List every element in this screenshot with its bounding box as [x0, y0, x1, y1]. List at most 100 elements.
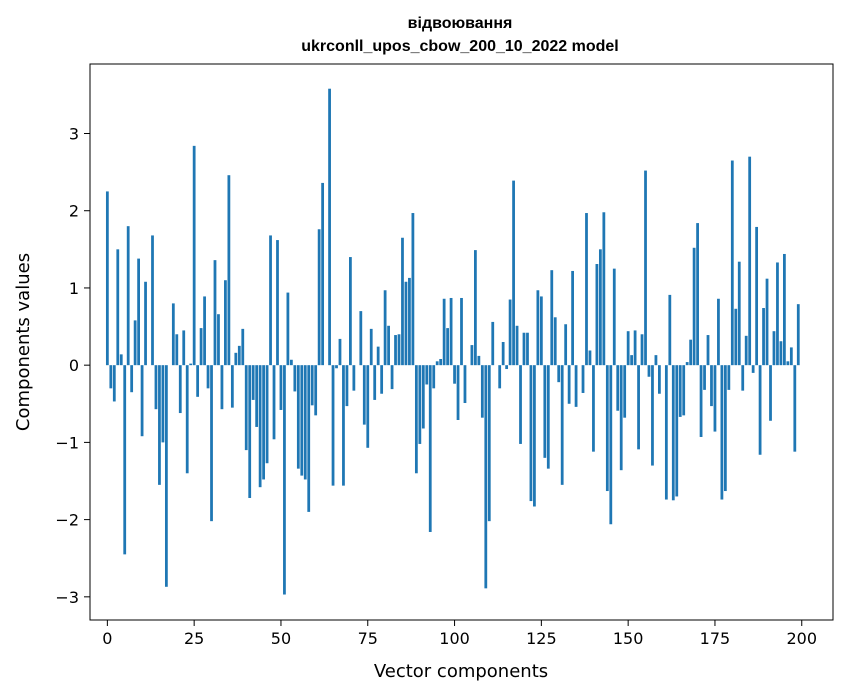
bar-155 — [644, 170, 647, 366]
bar-51 — [283, 365, 286, 595]
bar-60 — [314, 365, 318, 416]
chart-title-line2: ukrconll_upos_cbow_200_10_2022 model — [301, 38, 618, 55]
x-tick-label-25: 25 — [184, 629, 204, 648]
bar-97 — [442, 298, 446, 366]
bar-11 — [144, 281, 147, 366]
bar-98 — [446, 328, 449, 366]
bar-135 — [574, 365, 578, 407]
bar-92 — [425, 365, 429, 385]
bar-8 — [133, 320, 137, 366]
bar-17 — [164, 365, 168, 587]
x-axis-label: Vector components — [374, 661, 548, 682]
bar-53 — [289, 359, 293, 366]
bar-7 — [130, 365, 134, 393]
bar-115 — [505, 365, 509, 370]
bar-90 — [418, 365, 422, 444]
bar-33 — [220, 365, 224, 410]
bar-20 — [175, 334, 179, 366]
bar-66 — [335, 365, 338, 369]
bar-57 — [303, 365, 307, 480]
bar-67 — [338, 338, 342, 366]
y-tick-label--2: −2 — [55, 511, 79, 530]
bar-9 — [137, 258, 140, 366]
bar-142 — [598, 249, 602, 366]
bar-80 — [383, 290, 387, 366]
x-tick-label-0: 0 — [102, 629, 112, 648]
bar-158 — [654, 355, 658, 366]
bar-74 — [362, 365, 366, 425]
bar-49 — [276, 240, 279, 366]
bar-176 — [717, 298, 720, 366]
bar-146 — [612, 268, 616, 366]
bar-132 — [564, 324, 568, 366]
bar-164 — [675, 365, 679, 497]
bar-50 — [279, 365, 283, 410]
y-tick-label-3: 3 — [69, 125, 79, 144]
bar-52 — [286, 292, 290, 366]
bar-68 — [342, 365, 345, 486]
bar-145 — [609, 365, 613, 525]
y-tick-label--1: −1 — [55, 433, 79, 452]
bar-48 — [272, 365, 276, 440]
bar-156 — [647, 365, 651, 377]
plot-frame — [89, 63, 834, 621]
bar-178 — [723, 365, 727, 492]
bar-25 — [192, 145, 196, 366]
bar-64 — [328, 88, 331, 366]
bar-173 — [706, 335, 710, 366]
bar-140 — [592, 365, 595, 452]
bar-159 — [658, 365, 661, 394]
bar-143 — [602, 212, 606, 366]
bar-46 — [265, 365, 269, 464]
bar-181 — [734, 308, 738, 366]
bar-86 — [404, 281, 408, 366]
bar-107 — [477, 355, 481, 366]
bar-187 — [755, 226, 759, 366]
bar-168 — [689, 339, 693, 366]
bar-32 — [217, 314, 220, 366]
bar-21 — [178, 365, 182, 414]
bar-149 — [623, 365, 627, 418]
bar-122 — [529, 365, 533, 502]
bar-186 — [751, 365, 755, 373]
bar-23 — [185, 365, 189, 474]
bar-175 — [713, 365, 717, 432]
bar-0 — [105, 191, 109, 366]
bar-101 — [456, 365, 460, 420]
bar-148 — [619, 365, 623, 471]
bar-128 — [550, 270, 554, 366]
bar-40 — [244, 365, 248, 451]
bar-79 — [380, 365, 384, 394]
bar-194 — [779, 341, 783, 366]
bar-87 — [408, 277, 411, 366]
bar-39 — [241, 328, 245, 366]
bar-121 — [526, 332, 529, 366]
bar-198 — [793, 365, 797, 452]
bar-114 — [501, 342, 505, 366]
bar-94 — [432, 365, 436, 389]
bar-5 — [123, 365, 127, 555]
bar-185 — [748, 156, 752, 366]
bar-37 — [234, 352, 238, 366]
bar-150 — [626, 331, 630, 366]
x-tick-label-100: 100 — [439, 629, 470, 648]
bar-95 — [435, 361, 439, 366]
bar-192 — [772, 331, 776, 366]
bar-3 — [116, 249, 120, 366]
bar-65 — [331, 365, 335, 486]
y-tick-label-0: 0 — [69, 356, 79, 375]
bar-54 — [293, 365, 297, 392]
x-tick-label-175: 175 — [700, 629, 731, 648]
bar-62 — [321, 182, 325, 366]
bar-43 — [255, 365, 259, 427]
bar-36 — [230, 365, 234, 408]
bar-59 — [310, 365, 314, 406]
bar-82 — [390, 365, 394, 390]
bar-47 — [269, 235, 272, 366]
bar-182 — [737, 261, 741, 366]
bar-38 — [237, 345, 241, 366]
x-tick-label-150: 150 — [613, 629, 644, 648]
bar-22 — [182, 330, 186, 366]
